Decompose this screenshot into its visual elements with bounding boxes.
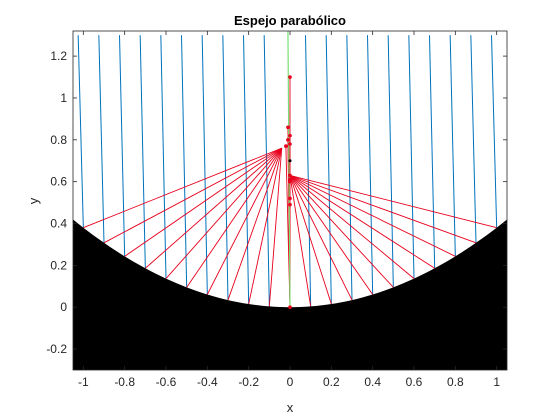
x-tick-label-9: 0.8 [447,375,464,389]
incident-ray-12 [346,35,353,301]
incident-ray-6 [201,35,208,295]
x-tick-label-4: -0.2 [238,375,259,389]
focus-point-3 [286,138,290,142]
x-axis-label: x [287,400,294,415]
incident-ray-5 [181,35,188,288]
reflected-ray-2 [124,147,282,257]
x-tick-label-6: 0.2 [323,375,340,389]
x-axis: -1 -0.8 -0.6 -0.4 -0.2 0 0.2 0.4 0.6 0.8 1 [78,31,500,389]
incident-ray-4 [160,35,167,279]
reflected-ray-8 [248,148,283,305]
incident-ray-11 [325,35,332,305]
reflected-ray-17 [289,174,456,257]
reflected-ray-1 [103,147,282,244]
focus-point-6 [288,173,292,178]
focus-marker [288,159,292,163]
y-tick-label-3: 0.4 [50,217,67,231]
reflected-ray-3 [145,147,283,269]
y-axis: -0.2 0 0.2 0.4 0.6 0.8 1 1.2 [46,49,507,356]
y-tick-label-7: 1.2 [50,49,67,63]
incident-ray-10 [305,35,312,307]
incident-ray-15 [408,35,415,279]
incident-ray-1 [98,35,105,243]
reflected-ray-18 [289,174,477,244]
x-tick-label-7: 0.4 [364,375,381,389]
x-tick-label-0: -1 [78,375,89,389]
reflected-ray-11 [289,175,332,305]
x-tick-label-2: -0.6 [156,375,177,389]
incident-ray-18 [470,35,477,243]
focus-point-8 [288,179,292,184]
y-axis-label: y [26,197,41,204]
reflected-ray-9 [268,148,283,307]
reflected-ray-0 [83,147,282,229]
incident-ray-17 [449,35,456,257]
incident-ray-19 [491,35,498,228]
y-tick-label-6: 1 [60,91,67,105]
incident-ray-3 [139,35,146,269]
reflected-ray-14 [289,175,394,288]
incident-ray-13 [367,35,374,295]
focus-points [284,75,292,310]
focus-point-1 [286,125,290,130]
chart-title: Espejo parabólico [234,13,346,28]
y-tick-label-1: 0 [60,300,67,314]
incident-ray-0 [77,35,84,228]
focus-point-2 [288,133,292,138]
incident-ray-14 [387,35,394,288]
reflected-ray-10 [289,175,312,307]
parabolic-mirror [73,219,507,370]
reflected-ray-4 [165,147,283,279]
y-tick-label-2: 0.2 [50,258,67,272]
y-tick-label-0: -0.2 [46,342,67,356]
incident-ray-16 [429,35,436,269]
reflected-ray-12 [289,175,353,301]
focus-point-9 [288,196,292,201]
y-tick-label-5: 0.8 [50,133,67,147]
y-tick-label-4: 0.6 [50,175,67,189]
reflected-ray-6 [206,147,283,295]
focus-point-11 [288,305,292,310]
focus-point-4 [288,142,292,146]
x-tick-label-5: 0 [287,375,294,389]
reflected-ray-15 [289,175,415,279]
reflected-ray-7 [227,148,283,301]
reflected-ray-16 [289,175,435,269]
incident-ray-8 [243,35,250,305]
focus-point-5 [284,144,288,148]
incident-rays [77,35,498,307]
reflected-ray-13 [289,175,374,295]
reflected-ray-5 [186,147,283,288]
focus-point-10 [288,202,292,207]
x-tick-label-10: 1 [493,375,500,389]
x-tick-label-1: -0.8 [114,375,135,389]
focus-point-0 [288,75,292,79]
incident-ray-2 [119,35,126,257]
reflected-ray-19 [289,174,497,229]
x-tick-label-8: 0.6 [406,375,423,389]
x-tick-label-3: -0.4 [197,375,218,389]
